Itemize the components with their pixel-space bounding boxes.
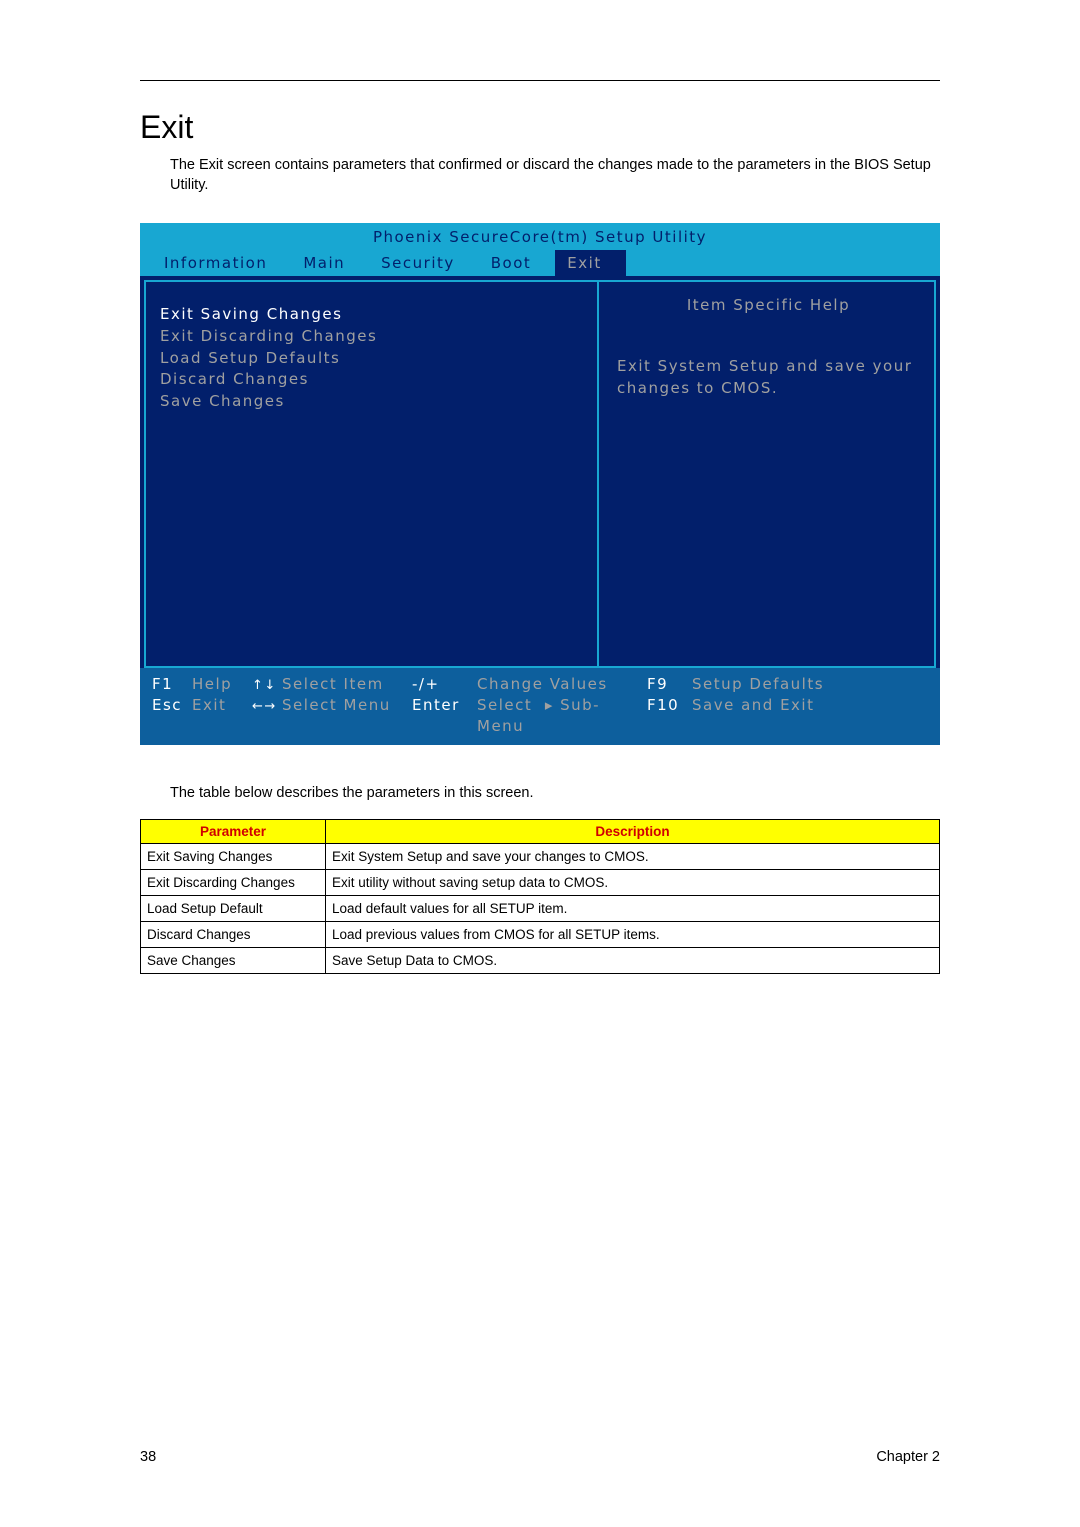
cell-description: Exit System Setup and save your changes … (326, 844, 940, 870)
bios-item-exit-saving[interactable]: Exit Saving Changes (160, 304, 597, 326)
bios-tab-boot[interactable]: Boot (479, 250, 556, 276)
top-rule (140, 80, 940, 81)
table-row: Load Setup Default Load default values f… (141, 896, 940, 922)
table-row: Save Changes Save Setup Data to CMOS. (141, 948, 940, 974)
bios-footer-row-1: F1 Help ↑↓ Select Item -/+ Change Values… (152, 674, 928, 695)
leftright-arrows-icon: ←→ (252, 699, 277, 714)
label-select-menu: Select Menu (282, 696, 391, 714)
bios-title-bar: Phoenix SecureCore(tm) Setup Utility (140, 223, 940, 250)
label-select-item: Select Item (282, 675, 384, 693)
cell-description: Load previous values from CMOS for all S… (326, 922, 940, 948)
label-exit: Exit (192, 696, 226, 714)
cell-parameter: Discard Changes (141, 922, 326, 948)
cell-parameter: Exit Saving Changes (141, 844, 326, 870)
bios-help-pane: Item Specific Help Exit System Setup and… (599, 280, 936, 668)
bios-screenshot: Phoenix SecureCore(tm) Setup Utility Inf… (140, 223, 940, 745)
cell-parameter: Load Setup Default (141, 896, 326, 922)
label-setup-defaults: Setup Defaults (692, 675, 824, 693)
label-help: Help (192, 675, 232, 693)
page-footer: 38 Chapter 2 (140, 1449, 940, 1465)
bios-tab-security[interactable]: Security (369, 250, 479, 276)
label-save-and-exit: Save and Exit (692, 696, 814, 714)
table-caption: The table below describes the parameters… (170, 785, 940, 801)
cell-description: Exit utility without saving setup data t… (326, 870, 940, 896)
key-f9: F9 (647, 675, 668, 693)
table-row: Exit Discarding Changes Exit utility wit… (141, 870, 940, 896)
table-row: Exit Saving Changes Exit System Setup an… (141, 844, 940, 870)
bios-item-discard-changes[interactable]: Discard Changes (160, 369, 597, 391)
bios-item-save-changes[interactable]: Save Changes (160, 391, 597, 413)
chapter-label: Chapter 2 (876, 1449, 940, 1465)
key-esc: Esc (152, 696, 182, 714)
bios-help-text: Exit System Setup and save your changes … (617, 356, 920, 400)
key-f1: F1 (152, 675, 173, 693)
cell-description: Load default values for all SETUP item. (326, 896, 940, 922)
bios-item-exit-discarding[interactable]: Exit Discarding Changes (160, 326, 597, 348)
table-row: Discard Changes Load previous values fro… (141, 922, 940, 948)
intro-paragraph: The Exit screen contains parameters that… (170, 156, 940, 195)
label-change-values: Change Values (477, 675, 608, 693)
bios-tab-information[interactable]: Information (152, 250, 291, 276)
bios-tab-main[interactable]: Main (291, 250, 369, 276)
cell-parameter: Save Changes (141, 948, 326, 974)
bios-body: Exit Saving Changes Exit Discarding Chan… (140, 276, 940, 668)
bios-footer: F1 Help ↑↓ Select Item -/+ Change Values… (140, 668, 940, 745)
page-number: 38 (140, 1449, 156, 1465)
col-parameter: Parameter (141, 820, 326, 844)
parameter-table: Parameter Description Exit Saving Change… (140, 819, 940, 974)
cell-description: Save Setup Data to CMOS. (326, 948, 940, 974)
col-description: Description (326, 820, 940, 844)
label-select: Select (477, 696, 532, 714)
page-heading: Exit (140, 109, 940, 146)
cell-parameter: Exit Discarding Changes (141, 870, 326, 896)
key-minusplus: -/+ (412, 675, 440, 693)
document-page: Exit The Exit screen contains parameters… (0, 0, 1080, 1527)
bios-menu-pane: Exit Saving Changes Exit Discarding Chan… (144, 280, 599, 668)
bios-tab-exit[interactable]: Exit (555, 250, 625, 276)
bios-item-load-defaults[interactable]: Load Setup Defaults (160, 348, 597, 370)
bios-footer-row-2: Esc Exit ←→ Select Menu Enter Select ▸ S… (152, 695, 928, 737)
bios-menu-bar: Information Main Security Boot Exit (140, 250, 940, 276)
updown-arrows-icon: ↑↓ (252, 678, 277, 693)
key-enter: Enter (412, 696, 460, 714)
bios-help-title: Item Specific Help (617, 296, 920, 314)
key-f10: F10 (647, 696, 679, 714)
